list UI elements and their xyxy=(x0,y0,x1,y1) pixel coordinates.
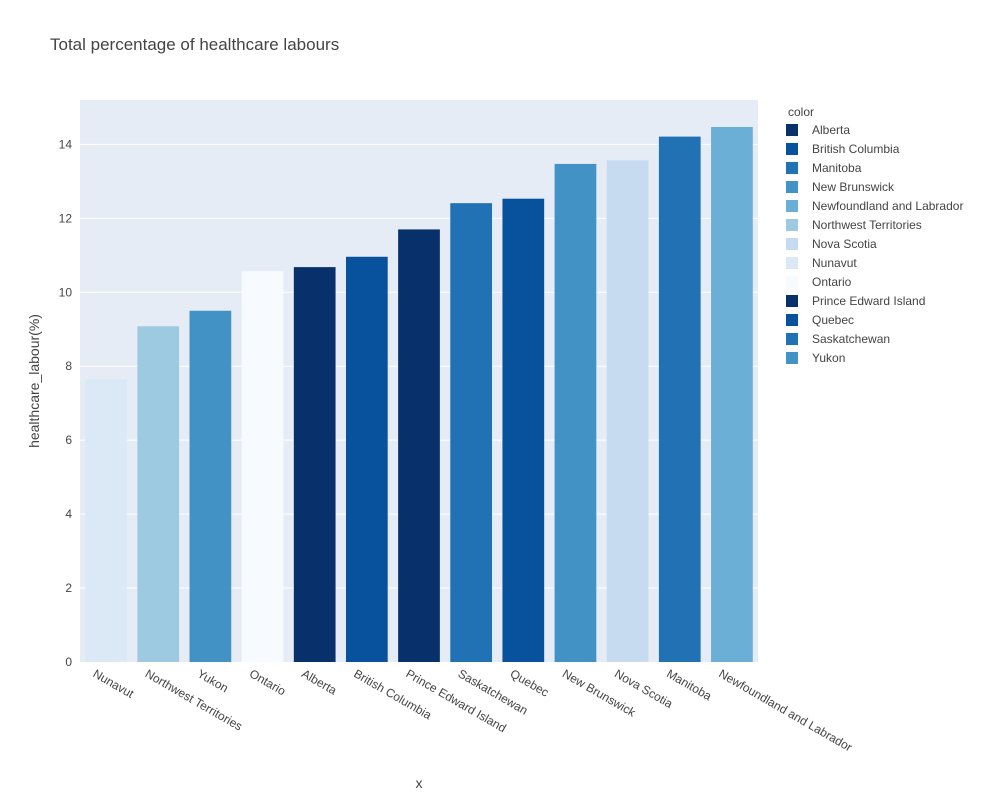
x-tick-label: Nunavut xyxy=(91,666,137,701)
legend-item[interactable]: British Columbia xyxy=(786,142,900,156)
legend-label: British Columbia xyxy=(812,142,900,156)
legend-label: Prince Edward Island xyxy=(812,294,925,308)
legend-item[interactable]: Quebec xyxy=(786,313,854,327)
legend-item[interactable]: Saskatchewan xyxy=(786,332,890,346)
legend-label: Saskatchewan xyxy=(812,332,890,346)
legend-swatch xyxy=(786,181,798,193)
y-tick-label: 12 xyxy=(59,211,73,225)
bar[interactable] xyxy=(189,310,232,662)
legend-label: Quebec xyxy=(812,313,854,327)
x-tick-label: Ontario xyxy=(247,666,288,698)
bar[interactable] xyxy=(658,136,701,662)
x-axis-title: x xyxy=(416,775,423,791)
legend-swatch xyxy=(786,276,798,288)
legend-item[interactable]: Prince Edward Island xyxy=(786,294,925,308)
legend-swatch xyxy=(786,352,798,364)
legend-label: Newfoundland and Labrador xyxy=(812,199,963,213)
y-tick-label: 8 xyxy=(65,359,72,373)
y-tick-label: 14 xyxy=(59,137,73,151)
y-tick-label: 0 xyxy=(65,655,72,669)
chart-title: Total percentage of healthcare labours xyxy=(50,35,339,54)
legend-swatch xyxy=(786,143,798,155)
legend-label: Yukon xyxy=(812,351,845,365)
legend-label: Nunavut xyxy=(812,256,857,270)
legend-swatch xyxy=(786,162,798,174)
legend-swatch xyxy=(786,295,798,307)
legend-item[interactable]: Northwest Territories xyxy=(786,218,922,232)
legend: Alberta British Columbia Manitoba New Bruns… xyxy=(786,123,963,365)
bar[interactable] xyxy=(241,271,284,662)
bars xyxy=(85,126,753,663)
legend-item[interactable]: Nunavut xyxy=(786,256,857,270)
legend-label: Nova Scotia xyxy=(812,237,877,251)
y-tick-label: 2 xyxy=(65,581,72,595)
y-tick-label: 10 xyxy=(59,285,73,299)
y-axis-title: healthcare_labour(%) xyxy=(26,314,42,448)
legend-swatch xyxy=(786,238,798,250)
x-tick-label: Yukon xyxy=(195,666,231,695)
x-tick-label: Newfoundland and Labrador xyxy=(716,666,854,754)
bar[interactable] xyxy=(554,163,597,662)
legend-swatch xyxy=(786,333,798,345)
legend-item[interactable]: Nova Scotia xyxy=(786,237,877,251)
bar[interactable] xyxy=(450,203,493,662)
y-tick-label: 4 xyxy=(65,507,72,521)
legend-swatch xyxy=(786,314,798,326)
legend-swatch xyxy=(786,219,798,231)
bar[interactable] xyxy=(137,326,180,662)
legend-item[interactable]: Newfoundland and Labrador xyxy=(786,199,963,213)
x-tick-label: Alberta xyxy=(299,666,339,697)
bar[interactable] xyxy=(85,379,127,662)
legend-item[interactable]: Manitoba xyxy=(786,161,862,175)
y-axis-ticks: 0 2 4 6 8 10 12 14 xyxy=(59,137,73,669)
bar[interactable] xyxy=(398,229,440,662)
bar[interactable] xyxy=(606,160,649,663)
legend-item[interactable]: Ontario xyxy=(786,275,852,289)
legend-item[interactable]: New Brunswick xyxy=(786,180,895,194)
x-tick-label: Quebec xyxy=(508,666,551,699)
legend-label: Ontario xyxy=(812,275,852,289)
legend-swatch xyxy=(786,124,798,136)
bar[interactable] xyxy=(345,256,388,662)
bar[interactable] xyxy=(502,198,545,663)
legend-item[interactable]: Yukon xyxy=(786,351,845,365)
y-tick-label: 6 xyxy=(65,433,72,447)
legend-label: Alberta xyxy=(812,123,850,137)
bar[interactable] xyxy=(293,267,336,662)
bar[interactable] xyxy=(711,126,753,663)
legend-label: New Brunswick xyxy=(812,180,895,194)
legend-item[interactable]: Alberta xyxy=(786,123,850,137)
x-tick-label: Northwest Territories xyxy=(143,666,245,733)
legend-label: Manitoba xyxy=(812,161,862,175)
legend-swatch xyxy=(786,200,798,212)
legend-swatch xyxy=(786,257,798,269)
legend-label: Northwest Territories xyxy=(812,218,922,232)
legend-title: color xyxy=(788,105,814,119)
